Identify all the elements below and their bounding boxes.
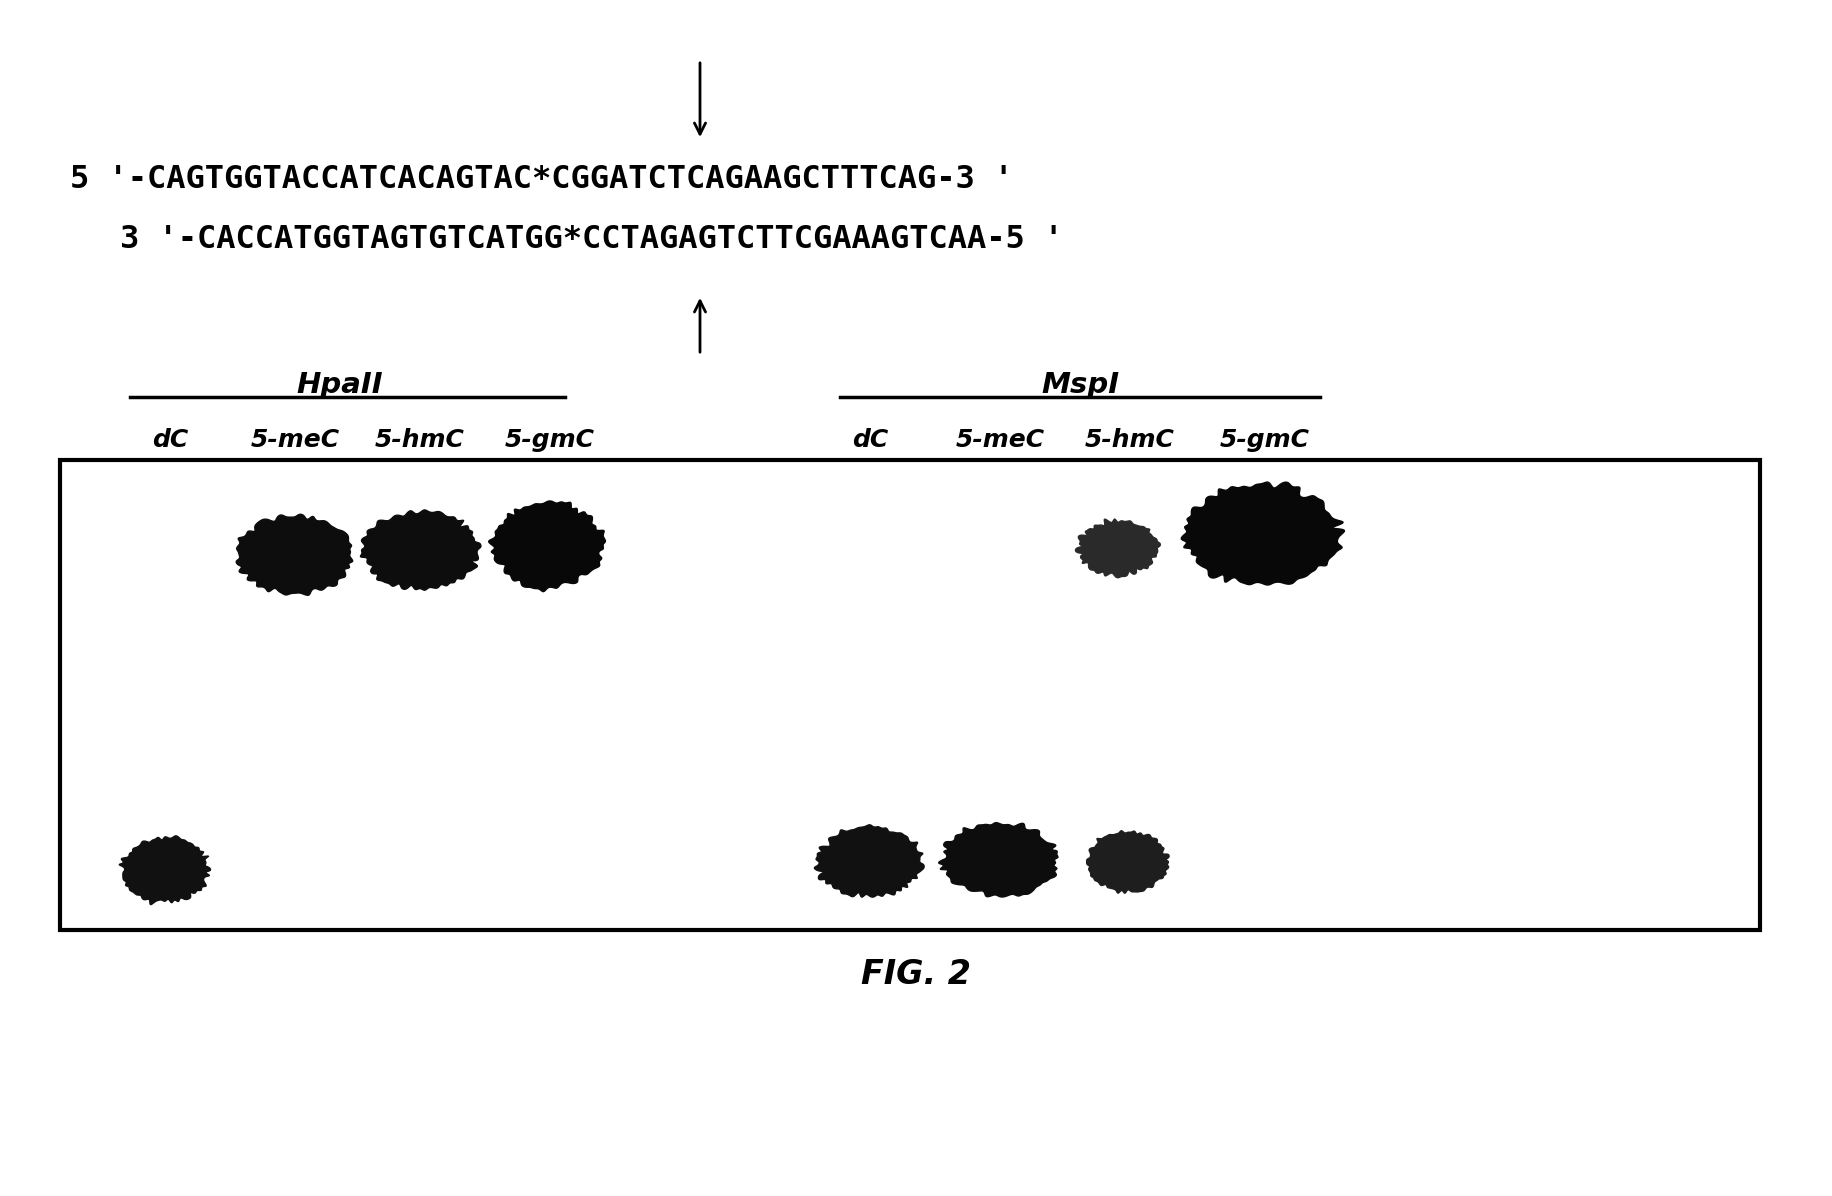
Text: FIG. 2: FIG. 2 (861, 958, 971, 991)
Text: 5-meC: 5-meC (251, 428, 339, 452)
Text: 5-gmC: 5-gmC (1220, 428, 1310, 452)
Text: dC: dC (152, 428, 189, 452)
Text: 5-gmC: 5-gmC (506, 428, 595, 452)
Text: 5 '-CAGTGGTACCATCACAGTAC*CGGATCTCAGAAGCTTTCAG-3 ': 5 '-CAGTGGTACCATCACAGTAC*CGGATCTCAGAAGCT… (70, 165, 1013, 195)
Polygon shape (1086, 831, 1169, 893)
Polygon shape (489, 501, 605, 592)
Text: dC: dC (852, 428, 889, 452)
Polygon shape (1075, 519, 1160, 578)
Polygon shape (361, 509, 482, 591)
Text: 5-hmC: 5-hmC (376, 428, 465, 452)
Text: 3 '-CACCATGGTAGTGTCATGG*CCTAGAGTCTTCGAAAGTCAA-5 ': 3 '-CACCATGGTAGTGTCATGG*CCTAGAGTCTTCGAAA… (121, 225, 1063, 256)
Text: MspI: MspI (1041, 371, 1119, 399)
Text: HpaII: HpaII (297, 371, 383, 399)
Text: 5-meC: 5-meC (956, 428, 1044, 452)
Polygon shape (119, 836, 211, 904)
Text: 5-hmC: 5-hmC (1085, 428, 1174, 452)
Polygon shape (938, 823, 1059, 897)
Polygon shape (236, 514, 352, 596)
Polygon shape (1182, 482, 1345, 585)
Bar (60, 460, 1761, 930)
Polygon shape (815, 825, 923, 897)
